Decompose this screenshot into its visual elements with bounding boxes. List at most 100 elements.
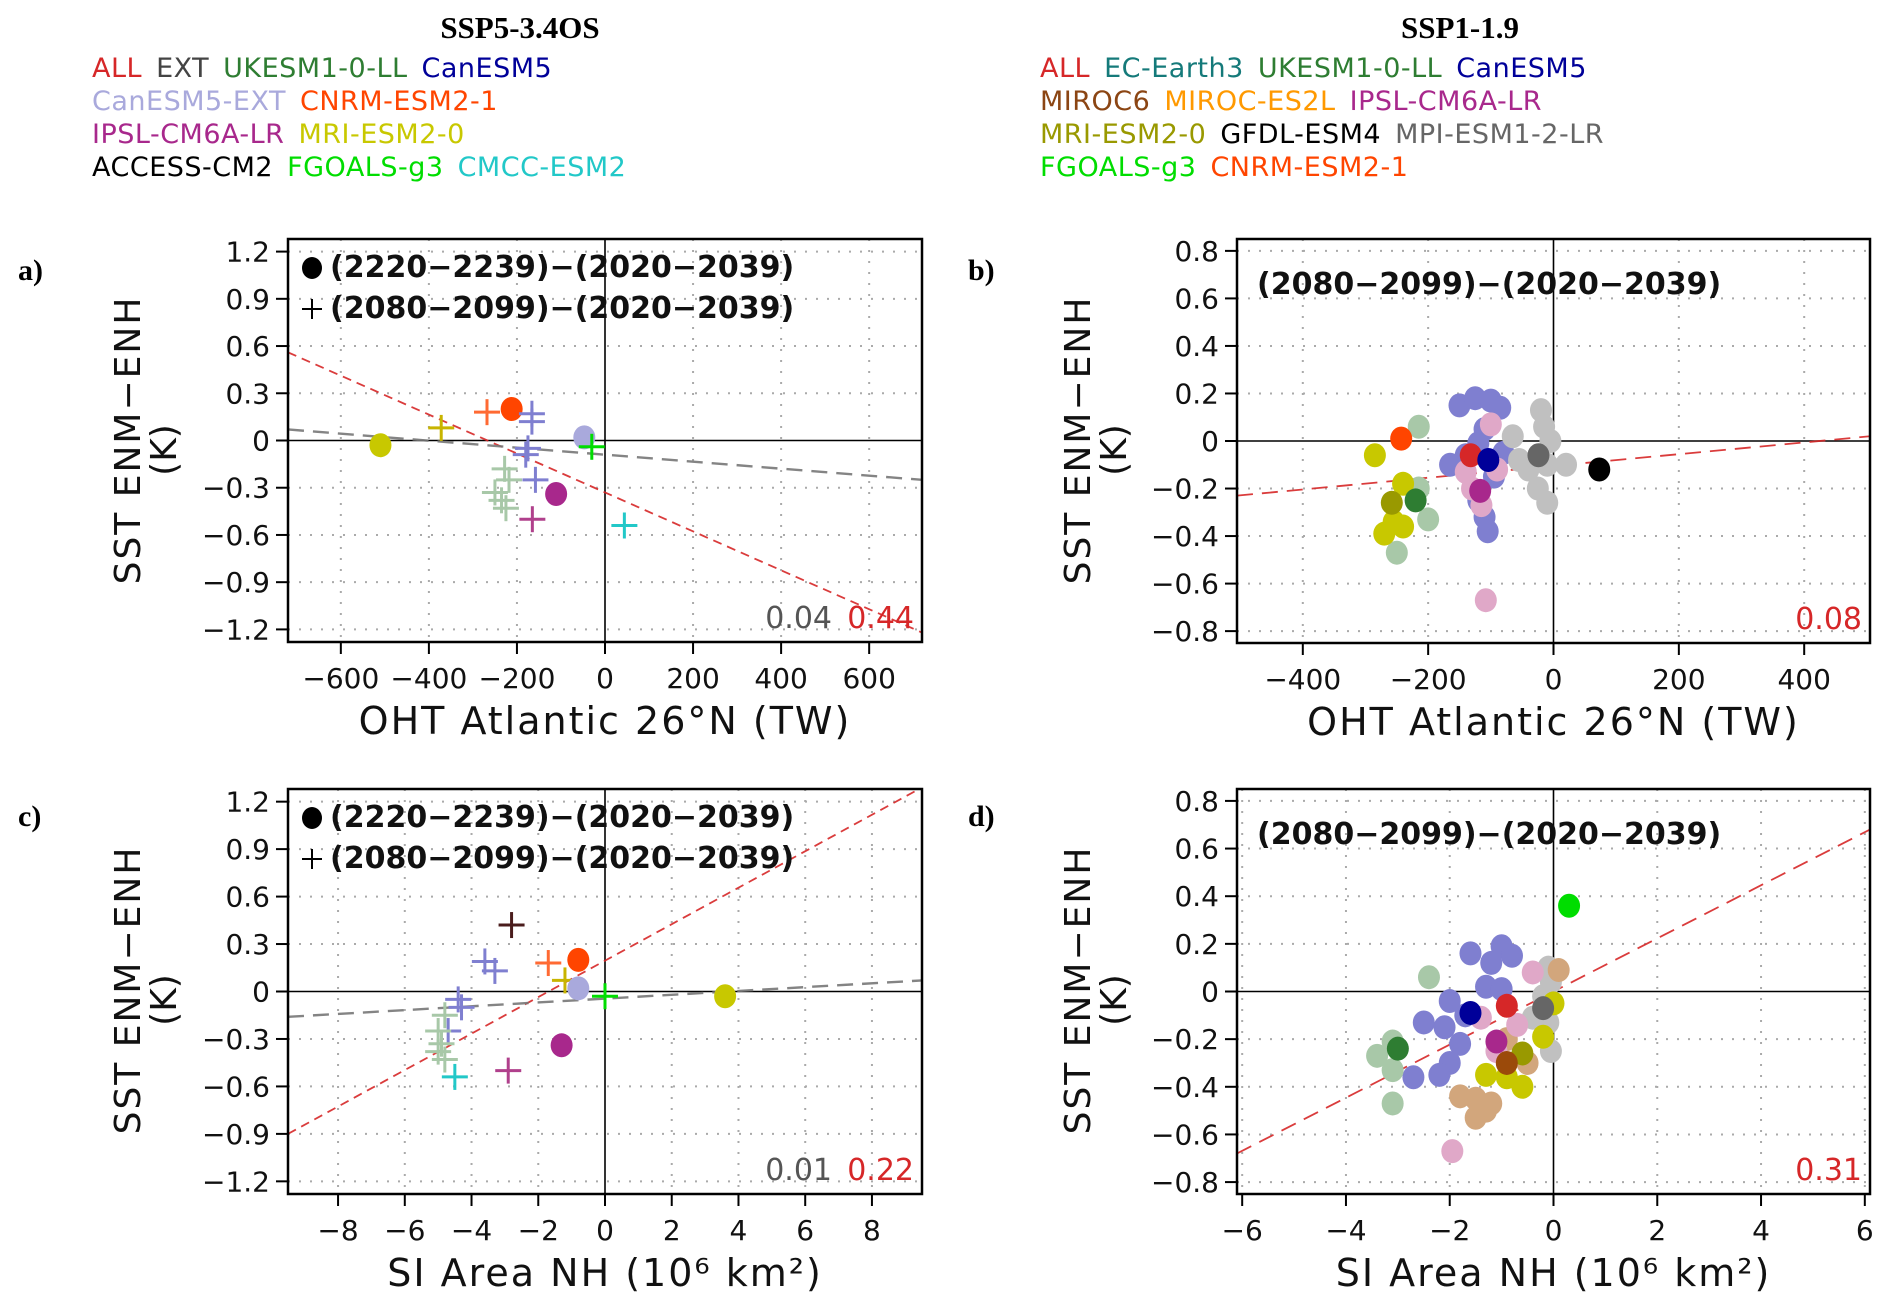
correlation-label: 0.31 [1795,1153,1862,1188]
data-point-dot [1412,1010,1435,1035]
y-axis-title: SST ENM−ENH [108,296,149,585]
correlation-label: 0.04 [765,601,832,636]
data-point-plus [481,957,508,984]
data-point-dot [1511,1074,1534,1099]
data-point-dot [1558,893,1581,918]
legend-entry: FGOALS-g3 [1040,152,1197,183]
y-axis-title: SST ENM−ENH [1058,296,1099,585]
legend-entry: IPSL-CM6A-LR [1349,86,1543,117]
x-tick-label: −200 [478,662,555,695]
data-point-dot [1459,443,1482,468]
y-tick-label: −0.6 [1151,568,1219,601]
fit-lines [288,789,922,1135]
y-tick-label: −0.8 [1151,1166,1219,1199]
y-tick-label: −0.3 [202,1023,270,1056]
y-tick-label: −0.3 [202,472,270,505]
data-point-plus [474,399,501,426]
x-tick-label: −200 [1390,663,1467,696]
in-plot-legend-label: (2080−2099)−(2020−2039) [1257,267,1721,302]
x-tick-label: 6 [796,1214,814,1247]
x-tick-label: 4 [1752,1214,1770,1247]
data-point-plus [441,1063,468,1090]
data-point-dot [1476,519,1499,544]
data-point-dot [1390,426,1413,451]
data-point-dot [1363,443,1386,468]
data-point-dot [545,482,568,507]
x-tick-label: −4 [1325,1214,1366,1247]
in-plot-legend-label: (2220−2239)−(2020−2039) [330,800,794,835]
data-point-dot [1392,514,1415,539]
x-tick-label: −400 [390,662,467,695]
data-points [425,912,737,1090]
data-point-plus [522,466,549,493]
data-point-dot [1385,540,1408,565]
legend-entry: GFDL-ESM4 [1220,119,1382,150]
data-point-dot [1521,960,1544,985]
legend-entry: CNRM-ESM2-1 [1210,152,1409,183]
legend-line: FGOALS-g3 CNRM-ESM2-1 [1040,151,1618,184]
data-points [1363,386,1611,613]
data-point-plus [491,455,518,482]
fit-line-all [1237,435,1870,497]
data-point-dot [1459,1000,1482,1025]
data-point-plus [496,466,523,493]
data-point-dot [1495,1050,1518,1075]
panel-a: 1.2 0.9 0.6 0.3 0 −0.3 −0.6 −0.9 −1.2 −600 −400 −20… [108,236,924,743]
legend-entry: MRI-ESM2-0 [298,119,465,150]
y-tick-label: −1.2 [202,613,270,646]
data-point-dot [1386,1036,1409,1061]
fit-lines [288,351,922,634]
legend-line: IPSL-CM6A-LR MRI-ESM2-0 [92,118,640,151]
y-tick-label: 0.9 [225,283,270,316]
y-tick-label: 0.4 [1174,330,1219,363]
data-point-dot [550,1033,573,1058]
y-tick-label: −0.2 [1151,473,1219,506]
y-axis-units: (K) [1094,974,1135,1026]
data-point-dot [1547,958,1570,983]
data-point-plus [448,994,475,1021]
in-plot-legend-label: (2080−2099)−(2020−2039) [1257,817,1721,852]
y-tick-label: 0.3 [225,377,270,410]
legend-entry: CanESM5-EXT [92,86,286,117]
panel-label-c: c) [18,800,42,833]
data-point-dot [1417,965,1440,990]
data-point-dot [1380,490,1403,515]
data-point-dot [1407,414,1430,439]
in-plot-legend-label: (2220−2239)−(2020−2039) [330,250,794,285]
data-point-dot [1366,1043,1389,1068]
legend-entry: CanESM5 [1456,53,1587,84]
x-tick-label: 0 [1545,663,1563,696]
data-point-dot [1532,996,1555,1021]
x-tick-label: 400 [1777,663,1830,696]
correlation-label: 0.44 [847,601,914,636]
x-tick-label: 0 [1545,1214,1563,1247]
legend-line: ALL EC-Earth3 UKESM1-0-LL CanESM5 [1040,52,1618,85]
data-point-plus [431,1002,458,1029]
legend-entry: ACCESS-CM2 [92,152,274,183]
y-tick-label: 0.2 [1174,928,1219,961]
data-point-plus [431,1046,458,1073]
legend-entry: UKESM1-0-LL [1257,53,1443,84]
y-tick-label: 1.2 [225,236,270,269]
legend-entry: IPSL-CM6A-LR [92,119,285,150]
in-plot-legend-label: (2080−2099)−(2020−2039) [330,841,794,876]
legend-entry: MIROC-ES2L [1164,86,1336,117]
y-tick-label: −0.2 [1151,1023,1219,1056]
x-axis-title: OHT Atlantic 26°N (TW) [1307,700,1800,744]
y-tick-label: 0 [252,425,270,458]
y-tick-label: 0.8 [1174,235,1219,268]
y-axis-title: SST ENM−ENH [1058,846,1099,1135]
legend-entry: MPI-ESM1-2-LR [1395,119,1605,150]
data-point-dot [1417,507,1440,532]
y-tick-label: −0.9 [202,1118,270,1151]
x-tick-label: 6 [1856,1214,1874,1247]
y-tick-label: −0.6 [1151,1118,1219,1151]
x-tick-label: −4 [451,1214,492,1247]
in-plot-legend-label: (2080−2099)−(2020−2039) [330,291,794,326]
y-tick-label: −0.9 [202,566,270,599]
y-axis-units: (K) [144,974,185,1026]
data-point-dot [1438,989,1461,1014]
y-tick-label: 0.8 [1174,785,1219,818]
model-legend-ssp534os: ALL EXT UKESM1-0-LL CanESM5 CanESM5-EXT CNRM-… [92,52,640,184]
